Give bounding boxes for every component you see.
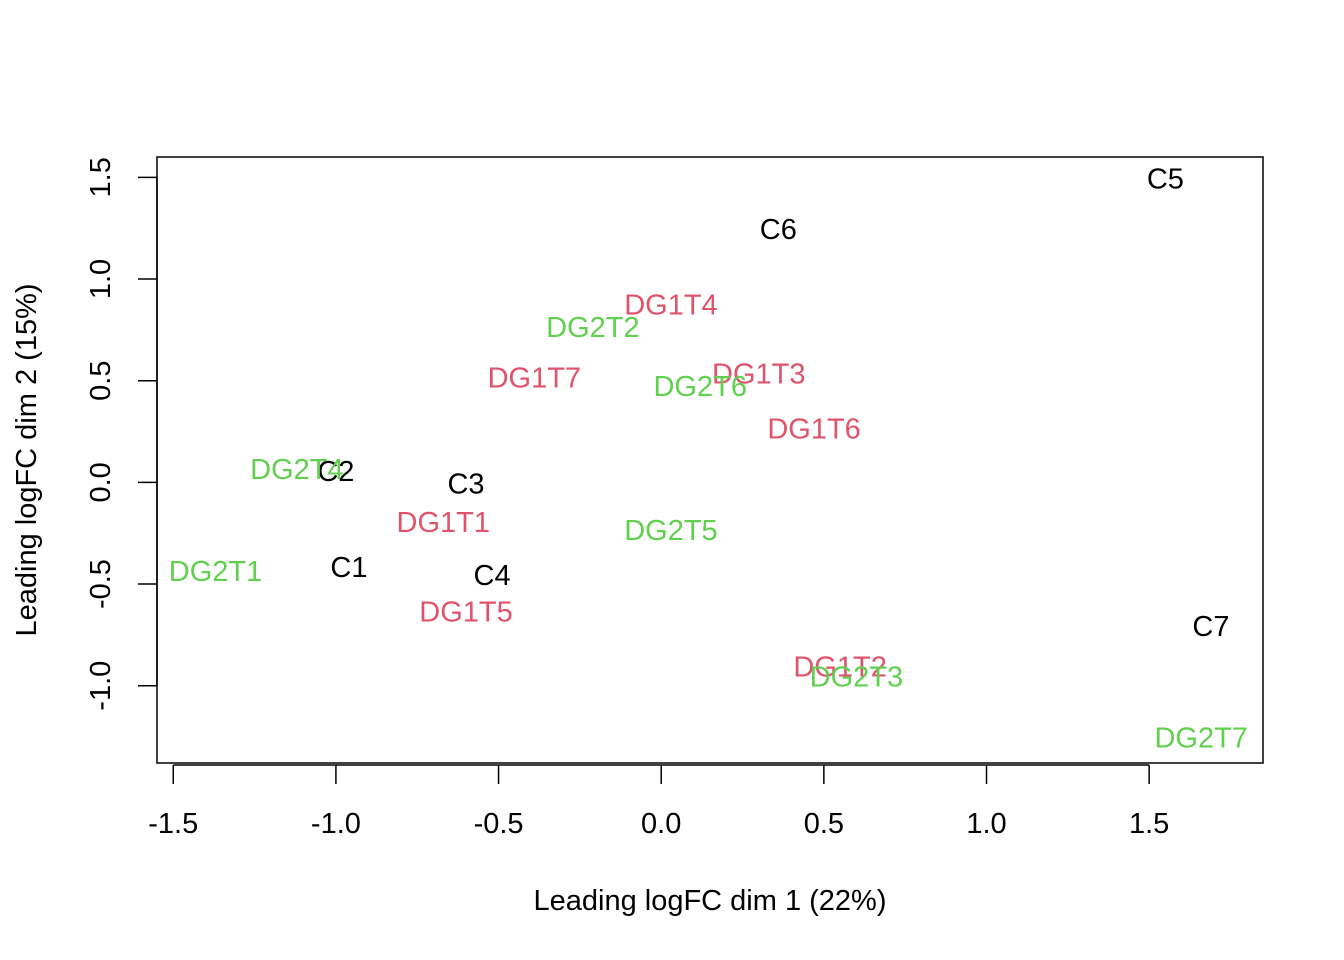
point-label-dg1t2: DG1T2 xyxy=(793,651,886,683)
y-axis-label: Leading logFC dim 2 (15%) xyxy=(11,283,43,636)
y-tick-label: 1.0 xyxy=(85,259,117,299)
x-tick-label: 0.0 xyxy=(641,808,681,840)
point-label-dg1t5: DG1T5 xyxy=(419,597,512,629)
x-tick-label: 1.5 xyxy=(1129,808,1169,840)
point-label-dg1t3: DG1T3 xyxy=(712,359,805,391)
y-tick-label: -1.0 xyxy=(85,661,117,711)
y-tick-label: -0.5 xyxy=(85,559,117,609)
x-tick-label: 0.5 xyxy=(804,808,844,840)
x-tick-label: -1.5 xyxy=(148,808,198,840)
point-label-dg1t6: DG1T6 xyxy=(767,413,860,445)
point-label-c4: C4 xyxy=(474,560,511,592)
point-label-dg2t5: DG2T5 xyxy=(624,515,717,547)
point-labels: C1 C2 C3 C4 C5 C6 C7 DG1T1 DG1T2 DG1T3 DG1T4 DG1T5 D… xyxy=(169,163,1248,754)
point-label-c7: C7 xyxy=(1192,611,1229,643)
y-tick-label: 0.5 xyxy=(85,361,117,401)
y-tick-label: 1.5 xyxy=(85,157,117,197)
point-label-dg2t6: DG2T6 xyxy=(653,371,746,403)
x-tick-label: -0.5 xyxy=(474,808,524,840)
x-tick-label: 1.0 xyxy=(966,808,1006,840)
point-label-dg2t2: DG2T2 xyxy=(546,312,639,344)
point-label-c6: C6 xyxy=(760,214,797,246)
point-label-dg2t4: DG2T4 xyxy=(250,454,343,486)
point-label-dg1t1: DG1T1 xyxy=(397,507,490,539)
point-label-c3: C3 xyxy=(447,468,484,500)
y-axis: -1.0 -0.5 0.0 0.5 1.0 1.5 xyxy=(85,157,158,711)
point-label-c5: C5 xyxy=(1147,163,1184,195)
point-label-dg2t7: DG2T7 xyxy=(1154,723,1247,755)
point-label-dg2t1: DG2T1 xyxy=(169,556,262,588)
point-label-dg1t4: DG1T4 xyxy=(624,289,717,321)
point-label-dg1t7: DG1T7 xyxy=(488,363,581,395)
x-axis-label: Leading logFC dim 1 (22%) xyxy=(533,885,886,917)
x-tick-label: -1.0 xyxy=(311,808,361,840)
x-axis: -1.5 -1.0 -0.5 0.0 0.5 1.0 1.5 xyxy=(148,764,1169,840)
point-label-c1: C1 xyxy=(330,552,367,584)
point-label-c2: C2 xyxy=(317,456,354,488)
y-tick-label: 0.0 xyxy=(85,462,117,502)
point-label-dg2t3: DG2T3 xyxy=(810,662,903,694)
